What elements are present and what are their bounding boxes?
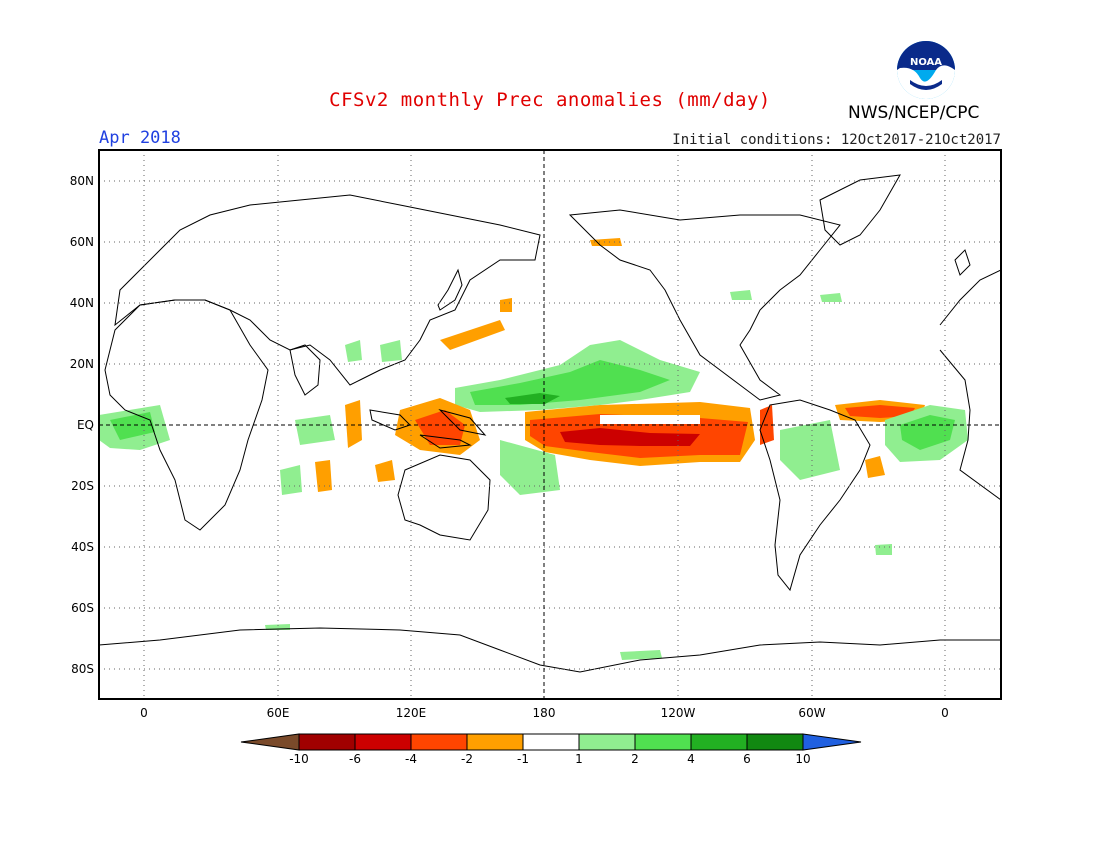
lat-label: 20N [69, 357, 94, 371]
lat-label: 80N [69, 174, 94, 188]
map-frame [98, 149, 1002, 700]
logo-text: NOAA [910, 57, 942, 68]
equator-dateline [99, 150, 1001, 699]
colorbar-end-left [240, 733, 300, 751]
colorbar-label: 2 [631, 752, 639, 766]
colorbar-box [466, 733, 524, 751]
forecast-month: Apr 2018 [99, 128, 181, 148]
lat-label: 20S [71, 479, 94, 493]
colorbar-end-right [802, 733, 862, 751]
colorbar-label: 1 [575, 752, 583, 766]
colorbar-box [634, 733, 692, 751]
noaa-logo-icon: NOAA [897, 41, 955, 99]
wet-anomaly-pacific-core [470, 360, 670, 405]
lat-label: EQ [76, 418, 94, 432]
lon-label: 120E [395, 706, 427, 720]
lon-label: 120W [660, 706, 696, 720]
white-gap [600, 415, 700, 424]
colorbar-box [690, 733, 748, 751]
colorbar-box [746, 733, 804, 751]
dry-anomaly-pacific-strong [560, 428, 700, 446]
lon-label: 180 [532, 706, 556, 720]
lon-label: 0 [140, 706, 148, 720]
lat-label: 60S [71, 601, 94, 615]
colorbar-label: -1 [517, 752, 529, 766]
lat-label: 80S [71, 662, 94, 676]
colorbar-box [578, 733, 636, 751]
colorbar-box [354, 733, 412, 751]
colorbar-label: 10 [795, 752, 811, 766]
colorbar-label: -10 [289, 752, 309, 766]
chart-title: CFSv2 monthly Prec anomalies (mm/day) [329, 89, 771, 111]
lat-label: 40N [69, 296, 94, 310]
colorbar-label: -2 [461, 752, 473, 766]
colorbar-label: -6 [349, 752, 361, 766]
agency-label: NWS/NCEP/CPC [848, 103, 980, 123]
colorbar-label: -4 [405, 752, 417, 766]
initial-conditions: Initial conditions: 12Oct2017-21Oct2017 [672, 132, 1001, 148]
colorbar [240, 733, 862, 751]
lon-label: 60E [266, 706, 290, 720]
lat-label: 40S [71, 540, 94, 554]
colorbar-label: 6 [743, 752, 751, 766]
colorbar-box [410, 733, 468, 751]
lon-label: 60W [798, 706, 826, 720]
colorbar-label: 4 [687, 752, 695, 766]
gridlines [99, 150, 1001, 699]
colorbar-box [522, 733, 580, 751]
lon-label: 0 [941, 706, 949, 720]
lat-label: 60N [69, 235, 94, 249]
wet-anomaly-pacific-strong [505, 393, 560, 404]
colorbar-box [298, 733, 356, 751]
anomaly-fields [99, 238, 968, 660]
